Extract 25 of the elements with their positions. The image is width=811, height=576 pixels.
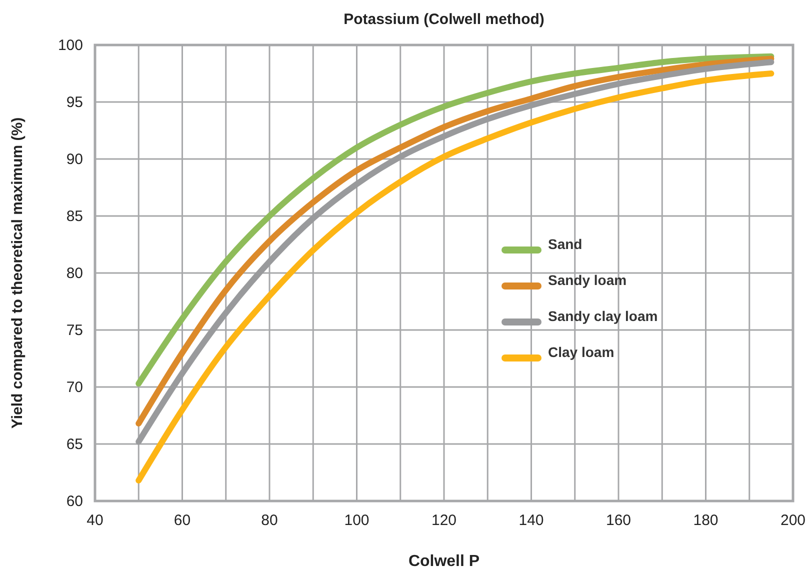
- legend-label: Sandy clay loam: [548, 308, 658, 324]
- x-tick-label: 40: [86, 512, 104, 529]
- x-tick-label: 180: [693, 512, 718, 529]
- legend-label: Clay loam: [548, 344, 614, 360]
- y-tick-label: 100: [58, 37, 83, 54]
- y-tick-label: 80: [66, 265, 83, 282]
- y-tick-label: 70: [66, 379, 83, 396]
- y-tick-label: 95: [66, 94, 83, 111]
- x-axis-title: Colwell P: [408, 553, 480, 570]
- y-tick-label: 85: [66, 208, 83, 225]
- x-tick-label: 80: [261, 512, 278, 529]
- legend-label: Sandy loam: [548, 272, 627, 288]
- x-tick-label: 160: [606, 512, 632, 529]
- y-tick-label: 65: [66, 436, 83, 453]
- x-tick-label: 120: [431, 512, 457, 529]
- legend-label: Sand: [548, 236, 582, 252]
- chart-title: Potassium (Colwell method): [344, 11, 544, 28]
- y-tick-label: 60: [66, 493, 83, 510]
- y-axis-title: Yield compared to theoretical maximum (%): [9, 117, 26, 429]
- y-tick-label: 90: [66, 151, 83, 168]
- x-tick-label: 140: [518, 512, 544, 529]
- x-tick-label: 100: [344, 512, 370, 529]
- x-tick-label: 60: [174, 512, 191, 529]
- y-tick-label: 75: [66, 322, 83, 339]
- x-tick-label: 200: [780, 512, 806, 529]
